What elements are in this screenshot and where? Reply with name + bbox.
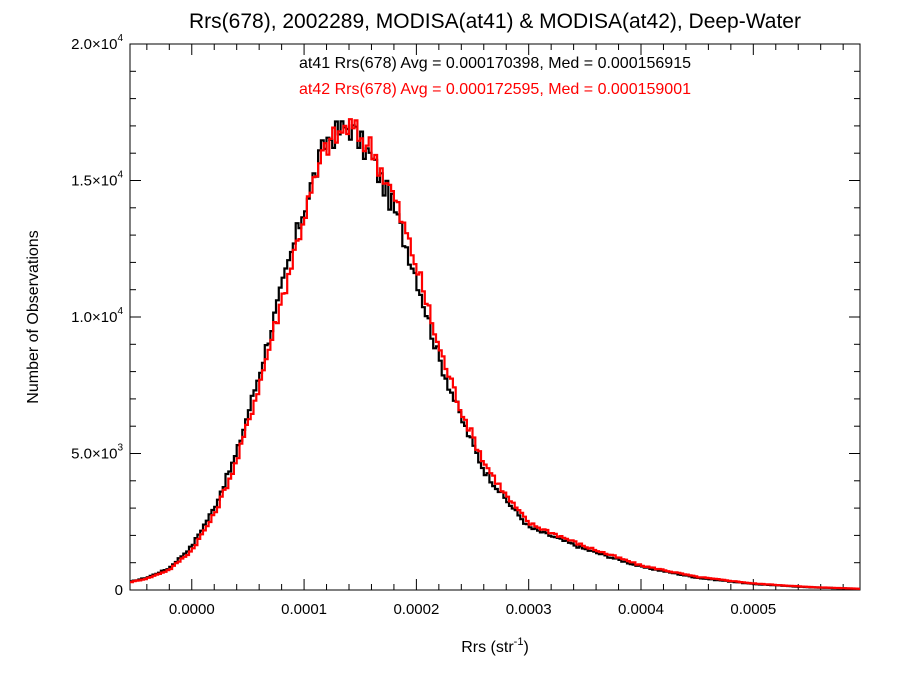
x-axis-label-end: ): [523, 639, 528, 656]
x-axis-label-sup: -1: [514, 636, 524, 648]
x-tick-label: 0.0005: [730, 601, 776, 618]
x-tick-label: 0.0004: [618, 601, 664, 618]
x-tick-label: 0.0001: [281, 601, 327, 618]
x-axis-label: Rrs (str-1): [461, 636, 529, 656]
axis-ticks: [130, 43, 860, 591]
y-tick-label: 1.0×104: [71, 306, 123, 326]
series-at41-histogram: [130, 120, 860, 590]
y-axis-label: Number of Observations: [25, 230, 42, 403]
series-layer: [130, 118, 860, 590]
y-tick-label: 5.0×103: [71, 443, 123, 463]
tick-labels: 0.0000 0.0001 0.0002 0.0003 0.0004 0.0005 0 5.0…: [71, 33, 776, 618]
y-tick-label: 1.5×104: [71, 170, 123, 190]
x-tick-label: 0.0002: [393, 601, 439, 618]
x-tick-label: 0.0000: [169, 601, 215, 618]
annotation-at41: at41 Rrs(678) Avg = 0.000170398, Med = 0…: [299, 55, 691, 72]
y-tick-label: 0: [115, 582, 123, 599]
y-tick-label: 2.0×104: [71, 33, 123, 53]
x-tick-label: 0.0003: [506, 601, 552, 618]
plot-frame: [129, 43, 861, 591]
chart-title: Rrs(678), 2002289, MODISA(at41) & MODISA…: [189, 10, 801, 33]
annotation-at42: at42 Rrs(678) Avg = 0.000172595, Med = 0…: [299, 81, 691, 98]
x-axis-label-main: Rrs (str: [461, 639, 514, 656]
series-at42-histogram: [130, 118, 860, 590]
